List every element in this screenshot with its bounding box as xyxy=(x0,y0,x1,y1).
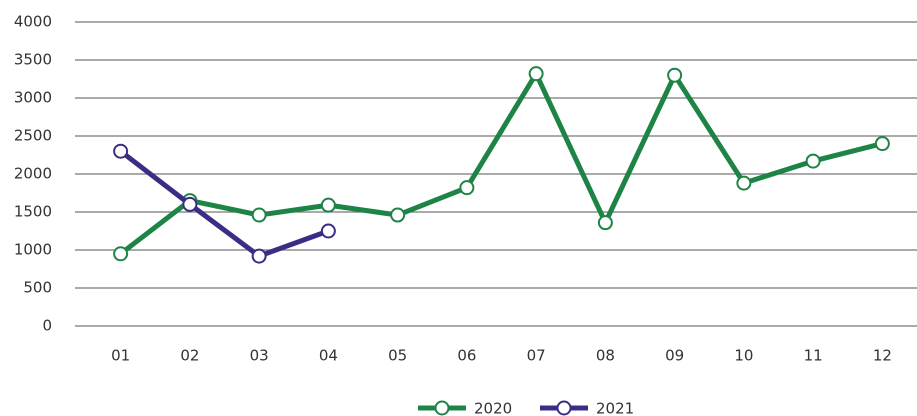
y-tick-label: 3000 xyxy=(14,89,52,107)
y-tick-label: 3500 xyxy=(14,51,52,69)
legend-marker xyxy=(434,400,450,416)
x-tick-label: 09 xyxy=(665,347,684,365)
data-point xyxy=(390,207,406,223)
y-tick-label: 1000 xyxy=(14,241,52,259)
x-tick-label: 01 xyxy=(111,347,130,365)
y-tick-label: 1500 xyxy=(14,203,52,221)
data-point xyxy=(113,143,129,159)
data-point xyxy=(113,246,129,262)
data-point xyxy=(874,136,890,152)
legend-label: 2020 xyxy=(474,400,512,416)
data-point xyxy=(459,180,475,196)
x-tick-label: 04 xyxy=(319,347,338,365)
data-point xyxy=(320,197,336,213)
data-point xyxy=(528,66,544,82)
x-tick-label: 06 xyxy=(457,347,476,365)
data-point xyxy=(597,215,613,231)
x-tick-label: 07 xyxy=(527,347,546,365)
data-point xyxy=(736,175,752,191)
y-tick-label: 500 xyxy=(23,279,52,297)
data-point xyxy=(182,196,198,212)
y-tick-label: 2500 xyxy=(14,127,52,145)
y-tick-label: 4000 xyxy=(14,13,52,31)
x-tick-label: 05 xyxy=(388,347,407,365)
data-point xyxy=(805,153,821,169)
x-tick-label: 03 xyxy=(250,347,269,365)
x-tick-label: 11 xyxy=(804,347,823,365)
data-point xyxy=(251,248,267,264)
series-line xyxy=(119,149,330,259)
y-tick-label: 0 xyxy=(42,317,52,335)
x-tick-label: 12 xyxy=(873,347,892,365)
legend-marker xyxy=(556,400,572,416)
legend-label: 2021 xyxy=(596,400,634,416)
x-tick-label: 02 xyxy=(180,347,199,365)
x-tick-label: 10 xyxy=(734,347,753,365)
x-tick-label: 08 xyxy=(596,347,615,365)
y-tick-label: 2000 xyxy=(14,165,52,183)
data-point xyxy=(320,223,336,239)
data-point xyxy=(251,207,267,223)
data-point xyxy=(667,67,683,83)
series-line xyxy=(119,71,883,256)
